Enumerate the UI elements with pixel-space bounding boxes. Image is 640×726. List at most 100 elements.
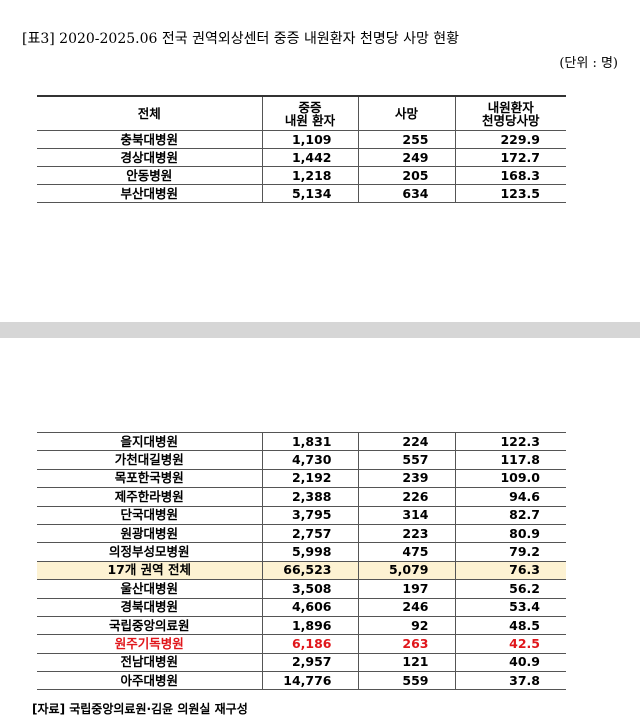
row: 가천대길병원 4,730 557 117.8 — [37, 450, 566, 470]
row: 원주기독병원 6,186 263 42.5 — [37, 634, 566, 654]
hospital-name: 경북대병원 — [37, 597, 263, 617]
value-cell: 92 — [357, 615, 456, 636]
value-cell: 37.8 — [454, 671, 566, 691]
row: 을지대병원 1,831 224 122.3 — [37, 431, 566, 452]
value-cell: 559 — [357, 671, 456, 691]
row: 전남대병원 2,957 121 40.9 — [37, 652, 566, 673]
value-cell: 314 — [357, 505, 456, 525]
hospital-name: 의정부성모병원 — [37, 542, 263, 562]
value-cell: 255 — [357, 130, 456, 149]
hospital-name: 가천대길병원 — [37, 450, 263, 470]
header-cell: 내원환자 천명당사망 — [454, 95, 566, 131]
value-cell: 239 — [357, 468, 456, 489]
value-cell: 6,186 — [261, 634, 359, 654]
hospital-name: 제주한라병원 — [37, 487, 263, 507]
value-cell: 1,896 — [261, 615, 359, 636]
row: 제주한라병원 2,388 226 94.6 — [37, 487, 566, 507]
value-cell: 40.9 — [454, 652, 566, 673]
value-cell: 5,998 — [261, 542, 359, 562]
value-cell: 109.0 — [454, 468, 566, 489]
value-cell: 224 — [357, 431, 456, 452]
header-cell: 전체 — [37, 95, 263, 131]
value-cell: 122.3 — [454, 431, 566, 452]
row: 의정부성모병원 5,998 475 79.2 — [37, 542, 566, 562]
row: 17개 권역 전체 66,523 5,079 76.3 — [37, 560, 566, 581]
hospital-name: 원광대병원 — [37, 523, 263, 544]
value-cell: 1,831 — [261, 431, 359, 452]
value-cell: 1,109 — [261, 130, 359, 149]
hospital-name: 목포한국병원 — [37, 468, 263, 489]
value-cell: 205 — [357, 166, 456, 185]
value-cell: 4,606 — [261, 597, 359, 617]
hospital-name: 경상대병원 — [37, 148, 263, 167]
value-cell: 79.2 — [454, 542, 566, 562]
value-cell: 197 — [357, 579, 456, 599]
header-line: 내원환자 — [487, 99, 534, 115]
value-cell: 223 — [357, 523, 456, 544]
title: [표3] 2020-2025.06 전국 권역외상센터 중증 내원환자 천명당 … — [22, 31, 460, 47]
value-cell: 2,388 — [261, 487, 359, 507]
value-cell: 3,795 — [261, 505, 359, 525]
value-cell: 42.5 — [454, 634, 566, 654]
value-cell: 123.5 — [454, 184, 566, 203]
value-cell: 80.9 — [454, 523, 566, 544]
value-cell: 117.8 — [454, 450, 566, 470]
table-top: 전체 중증 내원 환자 사망 내원환자 천명당사망 충북대병원 1,109 255 229.9 경상… — [37, 95, 566, 203]
row: 안동병원 1,218 205 168.3 — [37, 166, 566, 185]
row: 목포한국병원 2,192 239 109.0 — [37, 468, 566, 489]
header-line: 중증 — [298, 99, 322, 115]
header-cell: 중증 내원 환자 — [261, 95, 359, 131]
value-cell: 2,192 — [261, 468, 359, 489]
hospital-name: 부산대병원 — [37, 184, 263, 203]
hospital-name: 단국대병원 — [37, 505, 263, 525]
row: 울산대병원 3,508 197 56.2 — [37, 579, 566, 599]
page-separator — [0, 322, 640, 338]
row: 단국대병원 3,795 314 82.7 — [37, 505, 566, 525]
value-cell: 14,776 — [261, 671, 359, 691]
hospital-name: 울산대병원 — [37, 579, 263, 599]
value-cell: 634 — [357, 184, 456, 203]
value-cell: 475 — [357, 542, 456, 562]
value-cell: 168.3 — [454, 166, 566, 185]
source: [자료] 국립중앙의료원·김윤 의원실 재구성 — [32, 702, 248, 716]
value-cell: 1,218 — [261, 166, 359, 185]
header-line: 천명당사망 — [481, 112, 540, 128]
hospital-name: 원주기독병원 — [37, 634, 263, 654]
value-cell: 557 — [357, 450, 456, 470]
table-bottom: 을지대병원 1,831 224 122.3 가천대길병원 4,730 557 117.8 목포한… — [37, 431, 566, 691]
value-cell: 1,442 — [261, 148, 359, 167]
value-cell: 5,134 — [261, 184, 359, 203]
value-cell: 2,957 — [261, 652, 359, 673]
value-cell: 4,730 — [261, 450, 359, 470]
value-cell: 226 — [357, 487, 456, 507]
value-cell: 172.7 — [454, 148, 566, 167]
hospital-name: 아주대병원 — [37, 671, 263, 691]
row: 아주대병원 14,776 559 37.8 — [37, 671, 566, 691]
hospital-name: 국립중앙의료원 — [37, 615, 263, 636]
value-cell: 3,508 — [261, 579, 359, 599]
value-cell: 94.6 — [454, 487, 566, 507]
unit: (단위 : 명) — [559, 56, 618, 71]
header-line: 사망 — [394, 106, 418, 121]
row: 원광대병원 2,757 223 80.9 — [37, 523, 566, 544]
value-cell: 56.2 — [454, 579, 566, 599]
hospital-name: 안동병원 — [37, 166, 263, 185]
value-cell: 53.4 — [454, 597, 566, 617]
hospital-name: 17개 권역 전체 — [37, 560, 263, 581]
header-line: 내원 환자 — [284, 112, 336, 128]
hospital-name: 충북대병원 — [37, 130, 263, 149]
hospital-name: 전남대병원 — [37, 652, 263, 673]
value-cell: 66,523 — [261, 560, 359, 581]
value-cell: 82.7 — [454, 505, 566, 525]
row: 국립중앙의료원 1,896 92 48.5 — [37, 615, 566, 636]
header-line: 전체 — [137, 106, 161, 121]
value-cell: 121 — [357, 652, 456, 673]
hospital-name: 을지대병원 — [37, 431, 263, 452]
value-cell: 249 — [357, 148, 456, 167]
header-row: 전체 중증 내원 환자 사망 내원환자 천명당사망 — [37, 95, 566, 131]
value-cell: 263 — [357, 634, 456, 654]
value-cell: 76.3 — [454, 560, 566, 581]
value-cell: 5,079 — [357, 560, 456, 581]
row: 부산대병원 5,134 634 123.5 — [37, 184, 566, 203]
